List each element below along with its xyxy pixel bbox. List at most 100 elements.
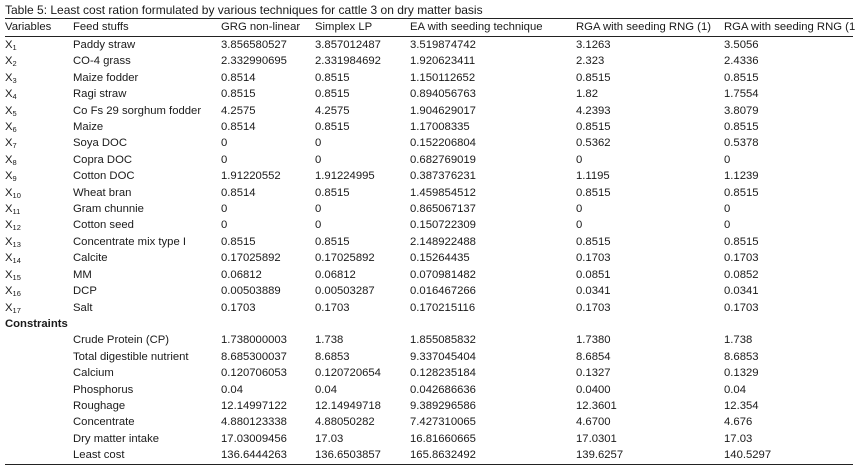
ea-value-cell: 0.070981482 — [410, 268, 476, 281]
feed-stuff-cell: Co Fs 29 sorghum fodder — [73, 104, 202, 117]
grg-value-cell: 0.04 — [221, 383, 243, 396]
simplex-lp-value-cell: 8.6853 — [315, 350, 350, 363]
empty-variable-cell — [5, 398, 73, 414]
rga-1-value-cell: 0.8515 — [576, 235, 611, 248]
simplex-lp-value-cell: 2.331984692 — [315, 55, 381, 68]
rga-17-value-cell: 0.5378 — [724, 137, 759, 150]
grg-value-cell: 0.8514 — [221, 186, 256, 199]
grg-value-cell: 0 — [221, 137, 228, 150]
feed-stuff-cell: Maize — [73, 121, 104, 134]
simplex-lp-value-cell: 0.120720654 — [315, 367, 381, 380]
simplex-lp-value-cell: 0.17025892 — [315, 252, 375, 265]
constraint-name-cell: Phosphorus — [73, 383, 134, 396]
rga-1-value-cell: 0 — [576, 219, 583, 232]
simplex-lp-value-cell: 0.04 — [315, 383, 337, 396]
variable-subscript: 5 — [12, 108, 17, 118]
grg-value-cell: 17.03009456 — [221, 432, 287, 445]
rga-17-value-cell: 0.0341 — [724, 285, 759, 298]
ea-value-cell: 0.865067137 — [410, 203, 476, 216]
rga-17-value-cell: 0.1703 — [724, 252, 759, 265]
table-row: X16 DCP 0.00503889 0.00503287 0.016467266 0.0… — [5, 283, 853, 299]
table-row: X5 Co Fs 29 sorghum fodder 4.2575 4.2575 1.9… — [5, 103, 853, 119]
variable-subscript: 1 — [12, 43, 17, 52]
variable-symbol: X — [5, 203, 13, 216]
grg-value-cell: 0.00503889 — [221, 285, 281, 298]
table-row: X3 Maize fodder 0.8514 0.8515 1.150112652 0.8… — [5, 70, 853, 86]
variable-cell: X10 — [5, 185, 73, 201]
empty-variable-cell — [5, 382, 73, 398]
variable-cell: X8 — [5, 152, 73, 168]
variable-cell: X16 — [5, 283, 73, 299]
variable-subscript: 17 — [12, 305, 21, 315]
rga-1-value-cell: 1.7380 — [576, 334, 611, 347]
ea-value-cell: 0.387376231 — [410, 170, 476, 183]
variable-cell: X2 — [5, 53, 73, 69]
grg-value-cell: 0 — [221, 153, 228, 166]
ea-value-cell: 0.894056763 — [410, 88, 476, 101]
rga-17-value-cell: 0.8515 — [724, 186, 759, 199]
rga-17-value-cell: 12.354 — [724, 399, 759, 412]
feed-stuff-cell: DCP — [73, 285, 97, 298]
feed-stuff-cell: Calcite — [73, 252, 108, 265]
table-row: X14 Calcite 0.17025892 0.17025892 0.15264435… — [5, 250, 853, 266]
rga-1-value-cell: 4.2393 — [576, 104, 611, 117]
rga-17-value-cell: 1.7554 — [724, 88, 759, 101]
rga-17-value-cell: 0 — [724, 153, 731, 166]
rga-17-value-cell: 0.8515 — [724, 235, 759, 248]
ea-value-cell: 3.519874742 — [410, 39, 476, 51]
variable-symbol: X — [5, 121, 13, 134]
variable-symbol: X — [5, 88, 13, 101]
grg-value-cell: 1.91220552 — [221, 170, 281, 183]
ea-value-cell: 0.016467266 — [410, 285, 476, 298]
constraint-row: Phosphorus 0.04 0.04 0.042686636 0.0400 0.04 — [5, 382, 853, 398]
grg-value-cell: 4.880123338 — [221, 416, 287, 429]
rga-1-value-cell: 0.1703 — [576, 301, 611, 314]
rga-17-value-cell: 0.8515 — [724, 71, 759, 84]
rga-17-value-cell: 0.1329 — [724, 367, 759, 380]
rga-1-value-cell: 0.8515 — [576, 186, 611, 199]
grg-value-cell: 0.8515 — [221, 235, 256, 248]
constraint-row: Least cost 136.6444263 136.6503857 165.8632… — [5, 447, 853, 465]
ea-value-cell: 2.148922488 — [410, 235, 476, 248]
grg-value-cell: 0.1703 — [221, 301, 256, 314]
rga-17-value-cell: 0.1703 — [724, 301, 759, 314]
grg-value-cell: 1.738000003 — [221, 334, 287, 347]
grg-value-cell: 3.856580527 — [221, 39, 287, 51]
grg-value-cell: 0.17025892 — [221, 252, 281, 265]
simplex-lp-value-cell: 0.1703 — [315, 301, 350, 314]
variable-subscript: 6 — [12, 125, 17, 135]
empty-variable-cell — [5, 431, 73, 447]
simplex-lp-value-cell: 0.8515 — [315, 186, 350, 199]
rga-17-value-cell: 0 — [724, 203, 731, 216]
grg-value-cell: 2.332990695 — [221, 55, 287, 68]
rga-1-value-cell: 0 — [576, 203, 583, 216]
simplex-lp-value-cell: 0.8515 — [315, 121, 350, 134]
variable-subscript: 2 — [12, 59, 17, 69]
table-row: X13 Concentrate mix type I 0.8515 0.8515 2.1… — [5, 234, 853, 250]
variable-subscript: 10 — [12, 190, 21, 200]
grg-value-cell: 136.6444263 — [221, 449, 287, 462]
feed-stuff-cell: Wheat bran — [73, 186, 132, 199]
feed-stuff-cell: Maize fodder — [73, 71, 139, 84]
header-variables: Variables — [5, 21, 52, 33]
table-row: X6 Maize 0.8514 0.8515 1.17008335 0.8515 0.851… — [5, 119, 853, 135]
variable-subscript: 16 — [12, 289, 21, 299]
grg-value-cell: 8.685300037 — [221, 350, 287, 363]
variable-symbol: X — [5, 285, 13, 298]
feed-stuff-cell: Concentrate mix type I — [73, 235, 187, 248]
feed-stuff-cell: Soya DOC — [73, 137, 127, 150]
variable-subscript: 13 — [12, 239, 21, 249]
variable-cell: X5 — [5, 103, 73, 119]
simplex-lp-value-cell: 17.03 — [315, 432, 344, 445]
rga-1-value-cell: 4.6700 — [576, 416, 611, 429]
rga-1-value-cell: 0.0341 — [576, 285, 611, 298]
header-rga-1: RGA with seeding RNG (1) — [576, 21, 711, 33]
variable-cell: X11 — [5, 201, 73, 217]
header-grg: GRG non-linear — [221, 21, 301, 33]
rga-1-value-cell: 0.1327 — [576, 367, 611, 380]
constraint-row: Total digestible nutrient 8.685300037 8.68… — [5, 349, 853, 365]
variable-cell: X14 — [5, 250, 73, 266]
variable-cell: X6 — [5, 119, 73, 135]
ea-value-cell: 0.15264435 — [410, 252, 470, 265]
table-row: X17 Salt 0.1703 0.1703 0.170215116 0.1703 0.17… — [5, 300, 853, 316]
